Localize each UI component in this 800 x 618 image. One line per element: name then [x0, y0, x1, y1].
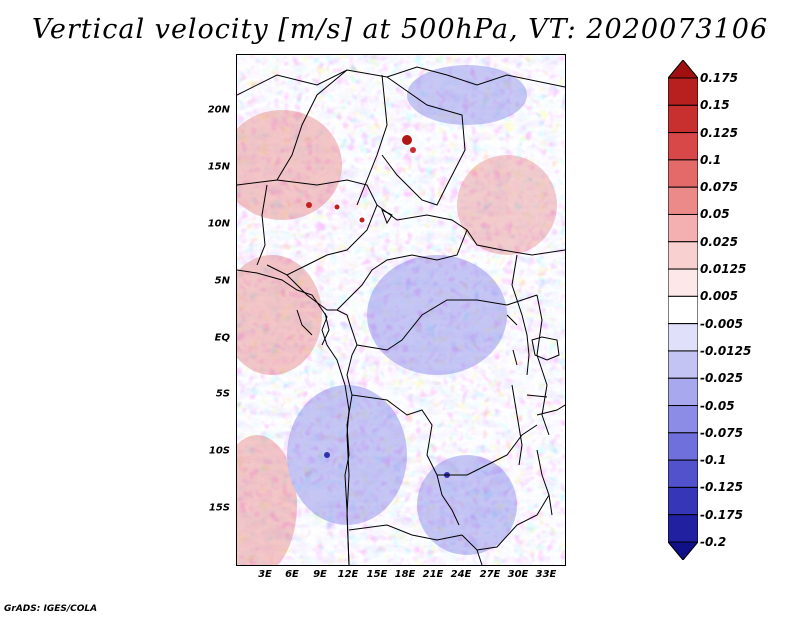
lat-label-10n: 10N [207, 218, 230, 230]
lon-label-33e: 33E [535, 569, 557, 580]
lon-label-18e: 18E [394, 569, 416, 580]
lon-label-12e: 12E [337, 569, 359, 580]
colorbar-bin [668, 350, 698, 379]
lake-kivu [512, 349, 518, 366]
colorbar-arrow-bottom [668, 541, 698, 560]
colorbar-label: 0.075 [700, 180, 738, 195]
colorbar-bin [668, 405, 698, 434]
colorbar-label: -0.0125 [700, 343, 752, 358]
colorbar-label: -0.2 [700, 535, 727, 549]
colorbar-label: 0.025 [700, 234, 738, 249]
lakes [381, 208, 560, 516]
velocity-regional-tints [237, 65, 557, 565]
lake-malawi [536, 449, 553, 516]
lon-label-6e: 6E [285, 569, 299, 580]
colorbar-bin [668, 241, 698, 270]
map-title: Vertical velocity [m/s] at 500hPa, VT: 2… [31, 14, 769, 45]
lake-albert [506, 314, 518, 326]
colorbar-arrow-top [668, 60, 698, 79]
colorbar-bin [668, 459, 698, 488]
lake-victoria [531, 336, 560, 361]
lon-label-9e: 9E [313, 569, 327, 580]
lat-label-5s: 5S [215, 388, 230, 400]
colorbar-bin [668, 323, 698, 352]
colorbar-bin [668, 295, 698, 325]
colorbar-bin [668, 377, 698, 407]
lon-label-27e: 27E [479, 569, 501, 580]
colorbar-label: -0.125 [700, 480, 743, 495]
lon-label-21e: 21E [422, 569, 444, 580]
lon-label-30e: 30E [507, 569, 529, 580]
colorbar-bin [668, 268, 698, 297]
lon-label-24e: 24E [450, 569, 472, 580]
colorbar-label: 0.175 [700, 71, 738, 85]
lat-label-10s: 10S [208, 445, 230, 457]
colorbar-label: 0.0125 [700, 262, 747, 277]
colorbar-label: -0.175 [700, 507, 743, 522]
colorbar-label: -0.05 [700, 398, 735, 413]
colorbar-label: -0.1 [700, 453, 727, 468]
lat-label-15s: 15S [208, 502, 230, 514]
map-panel [236, 54, 566, 566]
lat-label-eq: EQ [214, 332, 230, 344]
colorbar-label: -0.075 [700, 425, 743, 440]
lat-label-15n: 15N [207, 161, 230, 173]
colorbar-bin [668, 104, 698, 134]
colorbar-label: 0.125 [700, 125, 738, 140]
velocity-texture-overlay [237, 55, 565, 565]
grads-credit: GrADS: IGES/COLA [4, 604, 98, 614]
colorbar-bin [668, 186, 698, 215]
colorbar-bin [668, 77, 698, 106]
colorbar-label: -0.005 [700, 316, 743, 331]
colorbar [668, 60, 698, 560]
velocity-intense-cells [306, 135, 450, 478]
colorbar-label: 0.15 [700, 98, 730, 113]
colorbar-bin [668, 159, 698, 188]
coastline [237, 269, 350, 565]
lon-label-15e: 15E [366, 569, 388, 580]
colorbar-label: 0.005 [700, 289, 738, 304]
lat-label-5n: 5N [214, 275, 230, 287]
lake-chad [381, 208, 393, 225]
colorbar-bin [668, 486, 698, 516]
colorbar-bin [668, 514, 698, 543]
colorbar-label: 0.1 [700, 152, 722, 167]
velocity-field [237, 55, 565, 565]
colorbar-bin [668, 432, 698, 461]
lat-label-20n: 20N [207, 104, 230, 116]
lon-label-3e: 3E [258, 569, 272, 580]
lake-tanganyika [511, 384, 523, 466]
colorbar-label: -0.025 [700, 371, 743, 386]
colorbar-bin [668, 132, 698, 161]
colorbar-label: 0.05 [700, 207, 730, 222]
colorbar-bin [668, 213, 698, 243]
